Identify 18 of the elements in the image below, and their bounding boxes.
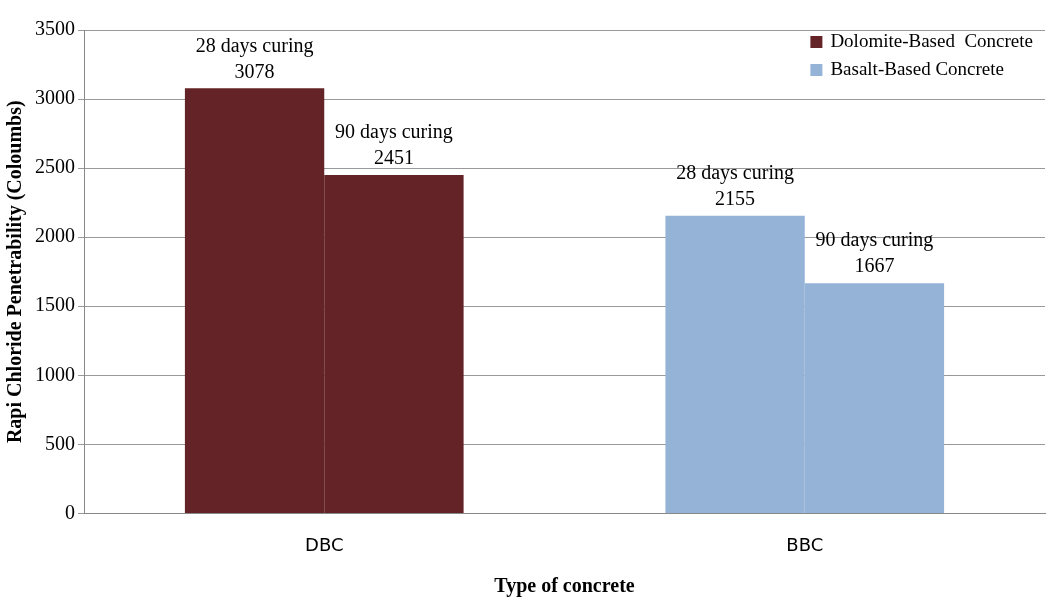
- data-label: 28 days curing 2155: [676, 161, 794, 210]
- legend-label: Dolomite-Based Concrete: [830, 29, 1033, 51]
- y-axis-title: Rapi Chloride Penetrability (Coloumbs): [3, 100, 27, 444]
- data-label: 90 days curing 2451: [335, 120, 453, 169]
- x-axis-title: Type of concrete: [494, 574, 635, 598]
- y-tick-label: 2500: [35, 155, 75, 178]
- x-tick-label: DBC: [305, 533, 344, 555]
- legend-label: Basalt-Based Concrete: [830, 57, 1004, 79]
- y-tick-label: 2000: [35, 224, 75, 247]
- y-tick-label: 500: [45, 431, 75, 454]
- y-tick-label: 3500: [35, 17, 75, 40]
- y-tick-label: 0: [65, 500, 75, 523]
- y-tick-label: 3000: [35, 86, 75, 109]
- x-tick-label: BBC: [786, 533, 824, 555]
- data-label: 28 days curing 3078: [195, 33, 314, 82]
- data-label: 90 days curing 1667: [815, 228, 934, 277]
- y-tick-label: 1000: [35, 362, 75, 385]
- y-tick-label: 1500: [35, 293, 75, 316]
